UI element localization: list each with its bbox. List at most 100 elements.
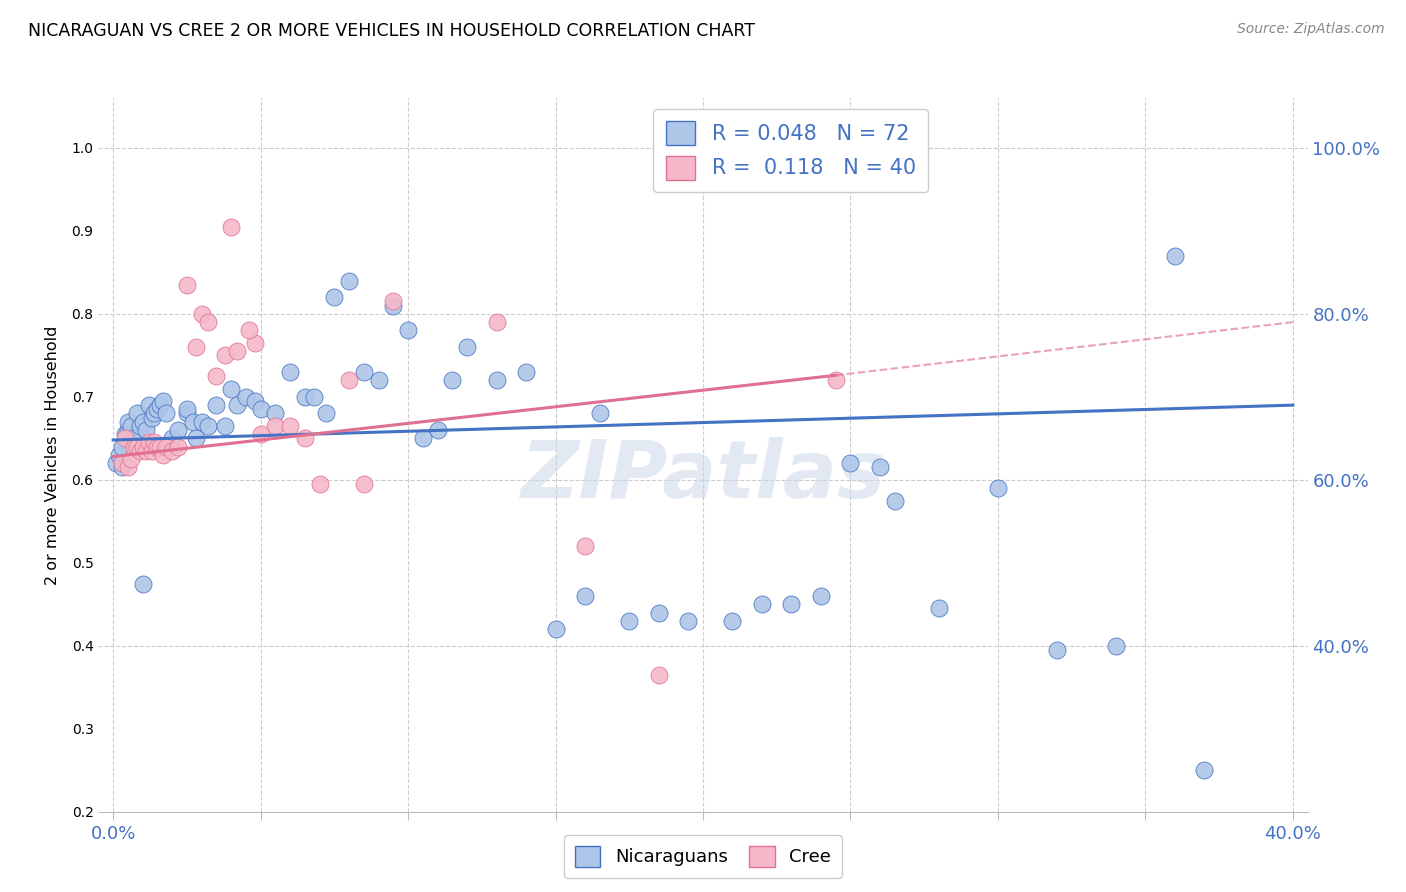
Point — [238, 323, 260, 337]
Point — [135, 423, 157, 437]
Point — [219, 382, 242, 396]
Point — [1194, 763, 1216, 777]
Point — [264, 406, 287, 420]
Point — [928, 601, 950, 615]
Text: NICARAGUAN VS CREE 2 OR MORE VEHICLES IN HOUSEHOLD CORRELATION CHART: NICARAGUAN VS CREE 2 OR MORE VEHICLES IN… — [28, 22, 755, 40]
Point — [152, 394, 174, 409]
Point — [485, 373, 508, 387]
Point — [176, 406, 198, 420]
Point — [111, 456, 134, 470]
Point — [589, 406, 612, 420]
Point — [294, 390, 316, 404]
Point — [302, 390, 325, 404]
Point — [721, 614, 744, 628]
Point — [125, 406, 148, 420]
Point — [412, 431, 434, 445]
Point — [214, 418, 236, 433]
Point — [152, 448, 174, 462]
Point — [131, 440, 153, 454]
Point — [382, 294, 405, 309]
Text: ZIPatlas: ZIPatlas — [520, 437, 886, 516]
Point — [205, 398, 228, 412]
Point — [184, 340, 207, 354]
Point — [315, 406, 337, 420]
Y-axis label: 2 or more Vehicles in Household: 2 or more Vehicles in Household — [45, 326, 60, 584]
Point — [678, 614, 700, 628]
Point — [160, 431, 183, 445]
Point — [810, 589, 832, 603]
Point — [824, 373, 846, 387]
Point — [264, 418, 287, 433]
Point — [515, 365, 537, 379]
Point — [323, 290, 346, 304]
Point — [128, 418, 150, 433]
Point — [146, 402, 169, 417]
Point — [883, 493, 905, 508]
Point — [197, 418, 219, 433]
Point — [648, 606, 671, 620]
Point — [278, 365, 301, 379]
Point — [141, 443, 163, 458]
Point — [294, 431, 316, 445]
Point — [181, 415, 204, 429]
Point — [131, 415, 153, 429]
Point — [308, 477, 330, 491]
Point — [160, 443, 183, 458]
Point — [122, 440, 145, 454]
Point — [155, 406, 177, 420]
Point — [544, 622, 567, 636]
Point — [184, 431, 207, 445]
Point — [396, 323, 419, 337]
Point — [337, 373, 360, 387]
Point — [117, 423, 139, 437]
Point — [456, 340, 478, 354]
Point — [138, 398, 160, 412]
Point — [141, 410, 163, 425]
Point — [176, 277, 198, 292]
Point — [839, 456, 862, 470]
Point — [226, 398, 249, 412]
Point — [117, 415, 139, 429]
Legend: Nicaraguans, Cree: Nicaraguans, Cree — [564, 835, 842, 878]
Point — [243, 394, 266, 409]
Point — [138, 435, 160, 450]
Point — [120, 418, 142, 433]
Point — [278, 418, 301, 433]
Point — [143, 406, 166, 420]
Point — [111, 460, 134, 475]
Point — [176, 402, 198, 417]
Point — [619, 614, 641, 628]
Text: Source: ZipAtlas.com: Source: ZipAtlas.com — [1237, 22, 1385, 37]
Point — [780, 597, 803, 611]
Point — [105, 456, 128, 470]
Point — [353, 477, 375, 491]
Point — [574, 539, 596, 553]
Point — [382, 299, 405, 313]
Point — [197, 315, 219, 329]
Point — [122, 431, 145, 445]
Point — [146, 440, 169, 454]
Point — [441, 373, 464, 387]
Point — [249, 427, 271, 442]
Point — [205, 369, 228, 384]
Point — [243, 335, 266, 350]
Point — [337, 274, 360, 288]
Point — [155, 440, 177, 454]
Point — [190, 415, 212, 429]
Point — [128, 443, 150, 458]
Point — [219, 219, 242, 234]
Point — [143, 435, 166, 450]
Point — [249, 402, 271, 417]
Point — [111, 440, 134, 454]
Point — [426, 423, 449, 437]
Point — [987, 481, 1010, 495]
Point — [131, 576, 153, 591]
Point — [114, 431, 136, 445]
Point — [149, 440, 172, 454]
Point — [869, 460, 891, 475]
Point — [485, 315, 508, 329]
Point — [120, 452, 142, 467]
Point — [1105, 639, 1128, 653]
Point — [167, 440, 190, 454]
Point — [108, 448, 131, 462]
